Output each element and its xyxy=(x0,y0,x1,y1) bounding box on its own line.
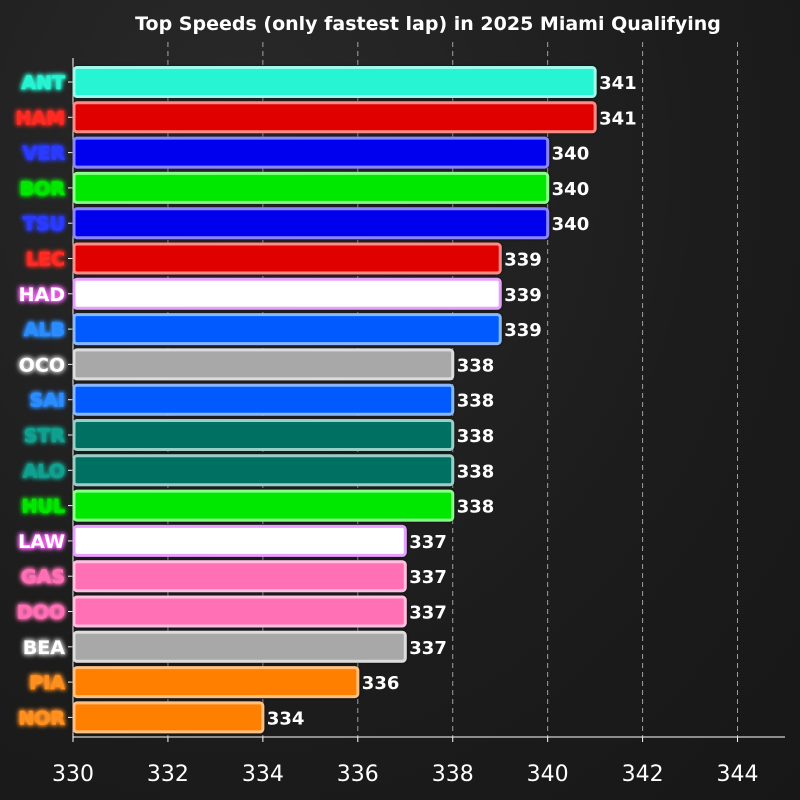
x-axis: 330 332 334 336 338 340 342 344 xyxy=(52,58,785,787)
value-label: 337 xyxy=(409,603,447,624)
value-label: 339 xyxy=(504,285,542,306)
chart-title: Top Speeds (only fastest lap) in 2025 Mi… xyxy=(135,13,721,35)
category-label: LEC xyxy=(26,249,65,271)
bar xyxy=(72,419,455,451)
category-label: VER xyxy=(23,143,66,165)
bars xyxy=(72,66,597,734)
value-label: 337 xyxy=(409,638,447,659)
x-tick-label: 340 xyxy=(527,762,569,787)
category-label: ALO xyxy=(23,460,65,482)
value-label: 338 xyxy=(457,391,495,412)
category-label: SAI xyxy=(30,390,65,412)
x-tick-label: 334 xyxy=(242,762,284,787)
bar xyxy=(72,383,455,416)
bar xyxy=(72,66,597,98)
value-label: 338 xyxy=(457,355,495,376)
bar xyxy=(72,313,502,346)
category-label: HAM xyxy=(15,107,65,129)
value-label: 338 xyxy=(457,461,495,482)
bar xyxy=(72,701,265,734)
category-label: BOR xyxy=(20,178,66,200)
value-label: 337 xyxy=(409,532,447,553)
value-label: 341 xyxy=(599,73,637,94)
category-label: GAS xyxy=(21,566,65,588)
value-label: 341 xyxy=(599,108,637,129)
value-label: 339 xyxy=(504,320,542,341)
category-label: OCO xyxy=(19,354,65,376)
x-tick-label: 344 xyxy=(717,762,759,787)
bar xyxy=(72,595,407,628)
category-label: ALB xyxy=(24,319,65,341)
category-label: PIA xyxy=(29,672,65,694)
value-label: 338 xyxy=(457,426,495,447)
bar xyxy=(72,524,407,557)
category-label: BEA xyxy=(23,637,65,659)
bar xyxy=(72,454,455,487)
value-label: 338 xyxy=(457,497,495,518)
category-label: STR xyxy=(24,425,66,447)
bar xyxy=(72,101,597,134)
value-label: 340 xyxy=(552,214,590,235)
category-label: LAW xyxy=(18,531,65,553)
value-label: 340 xyxy=(552,179,590,200)
bar xyxy=(72,489,455,522)
value-label: 337 xyxy=(409,567,447,588)
category-label: HUL xyxy=(22,496,65,518)
bar xyxy=(72,277,502,310)
bar xyxy=(72,666,360,699)
bar xyxy=(72,242,502,275)
bar xyxy=(72,348,455,381)
x-tick-label: 330 xyxy=(52,762,94,787)
value-label: 339 xyxy=(504,250,542,271)
bar xyxy=(72,560,407,593)
category-label: HAD xyxy=(19,284,65,306)
x-tick-label: 332 xyxy=(147,762,189,787)
value-labels: 341 341 340 340 340 339 339 339 338 338 338 338 338 3… xyxy=(267,73,637,729)
x-tick-label: 336 xyxy=(337,762,379,787)
category-label: ANT xyxy=(21,72,65,94)
category-labels: ANT HAM VER BOR TSU LEC HAD ALB OCO SAI STR ALO HUL L… xyxy=(15,72,66,730)
x-tick-label: 338 xyxy=(432,762,474,787)
category-label: DOO xyxy=(17,602,65,624)
category-label: NOR xyxy=(18,707,65,729)
bar xyxy=(72,630,407,663)
bar xyxy=(72,207,550,240)
value-label: 340 xyxy=(552,144,590,165)
value-label: 336 xyxy=(362,673,400,694)
bar xyxy=(72,171,550,204)
bar xyxy=(72,136,550,169)
category-label: TSU xyxy=(23,213,65,235)
x-tick-label: 342 xyxy=(622,762,664,787)
value-label: 334 xyxy=(267,708,305,729)
